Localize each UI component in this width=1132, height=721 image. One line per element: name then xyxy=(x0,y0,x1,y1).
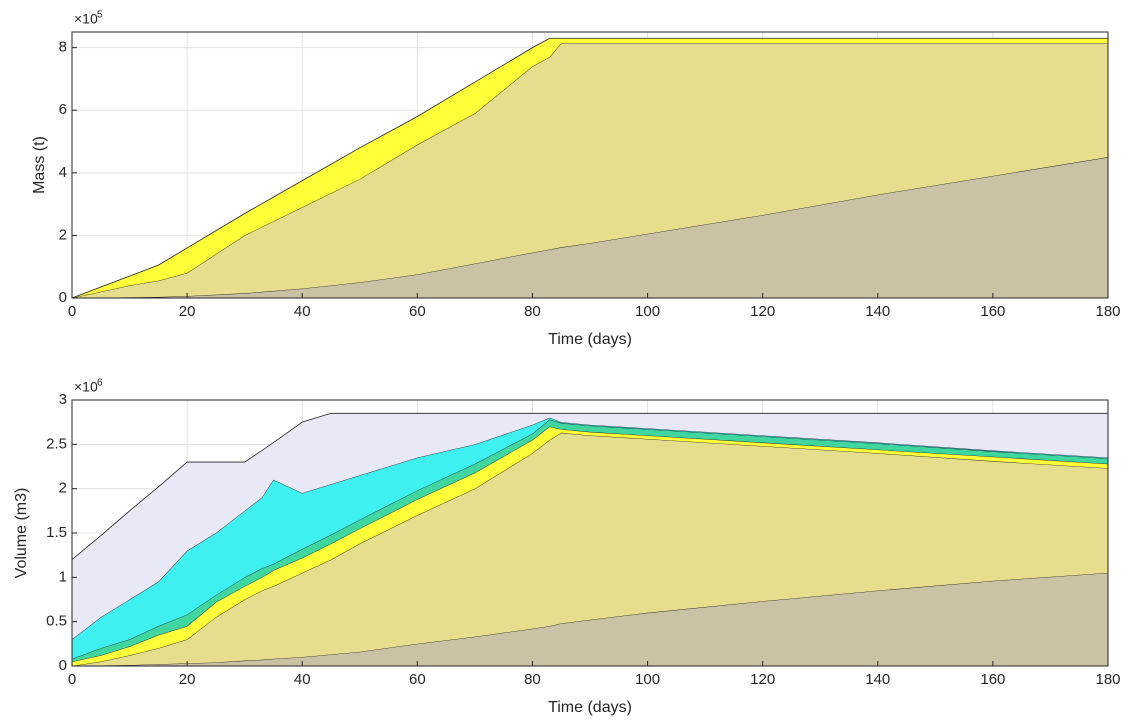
x-tick-label: 120 xyxy=(750,303,775,320)
x-tick-label: 40 xyxy=(294,303,311,320)
y-scale-exponent: 5 xyxy=(97,10,103,21)
x-tick-label: 100 xyxy=(635,671,660,688)
x-tick-label: 0 xyxy=(68,671,76,688)
x-tick-label: 80 xyxy=(524,671,541,688)
y-axis-label: Mass (t) xyxy=(31,136,48,194)
x-tick-label: 20 xyxy=(179,303,196,320)
y-tick-label: 2 xyxy=(59,226,67,243)
y-tick-label: 1.5 xyxy=(46,524,67,541)
x-tick-label: 160 xyxy=(980,303,1005,320)
y-scale-base: ×10 xyxy=(74,11,98,27)
x-tick-label: 100 xyxy=(635,303,660,320)
x-axis-label: Time (days) xyxy=(548,699,632,716)
area xyxy=(72,417,1108,659)
area-edge xyxy=(71,426,1109,662)
y-scale-exponent: 6 xyxy=(97,378,103,389)
x-tick-label: 120 xyxy=(750,671,775,688)
x-tick-label: 60 xyxy=(409,671,426,688)
area xyxy=(72,38,1108,299)
x-axis-label: Time (days) xyxy=(548,331,632,348)
x-tick-label: 20 xyxy=(179,671,196,688)
area-edge xyxy=(71,412,1108,560)
y-axis-label: Volume (m3) xyxy=(13,488,30,579)
area xyxy=(72,157,1108,298)
y-tick-label: 0 xyxy=(59,657,67,674)
y-tick-label: 6 xyxy=(59,101,67,118)
y-tick-label: 1 xyxy=(59,568,67,585)
y-tick-label: 4 xyxy=(59,164,67,181)
y-tick-label: 3 xyxy=(59,391,67,408)
x-tick-label: 180 xyxy=(1095,303,1120,320)
x-tick-label: 140 xyxy=(865,671,890,688)
y-tick-label: 0 xyxy=(59,289,67,306)
area xyxy=(72,572,1108,666)
y-tick-label: 0.5 xyxy=(46,613,67,630)
area xyxy=(72,42,1108,298)
x-tick-label: 140 xyxy=(865,303,890,320)
y-tick-label: 2.5 xyxy=(46,435,67,452)
y-tick-label: 2 xyxy=(59,480,67,497)
x-tick-label: 0 xyxy=(68,303,76,320)
area-edge xyxy=(71,37,1108,299)
x-tick-label: 40 xyxy=(294,671,311,688)
x-tick-label: 60 xyxy=(409,303,426,320)
x-tick-label: 180 xyxy=(1095,671,1120,688)
area xyxy=(72,413,1108,640)
x-tick-label: 160 xyxy=(980,671,1005,688)
y-tick-label: 8 xyxy=(59,39,67,56)
y-scale-base: ×10 xyxy=(74,379,98,395)
area xyxy=(72,432,1108,666)
area xyxy=(72,426,1108,666)
x-tick-label: 80 xyxy=(524,303,541,320)
